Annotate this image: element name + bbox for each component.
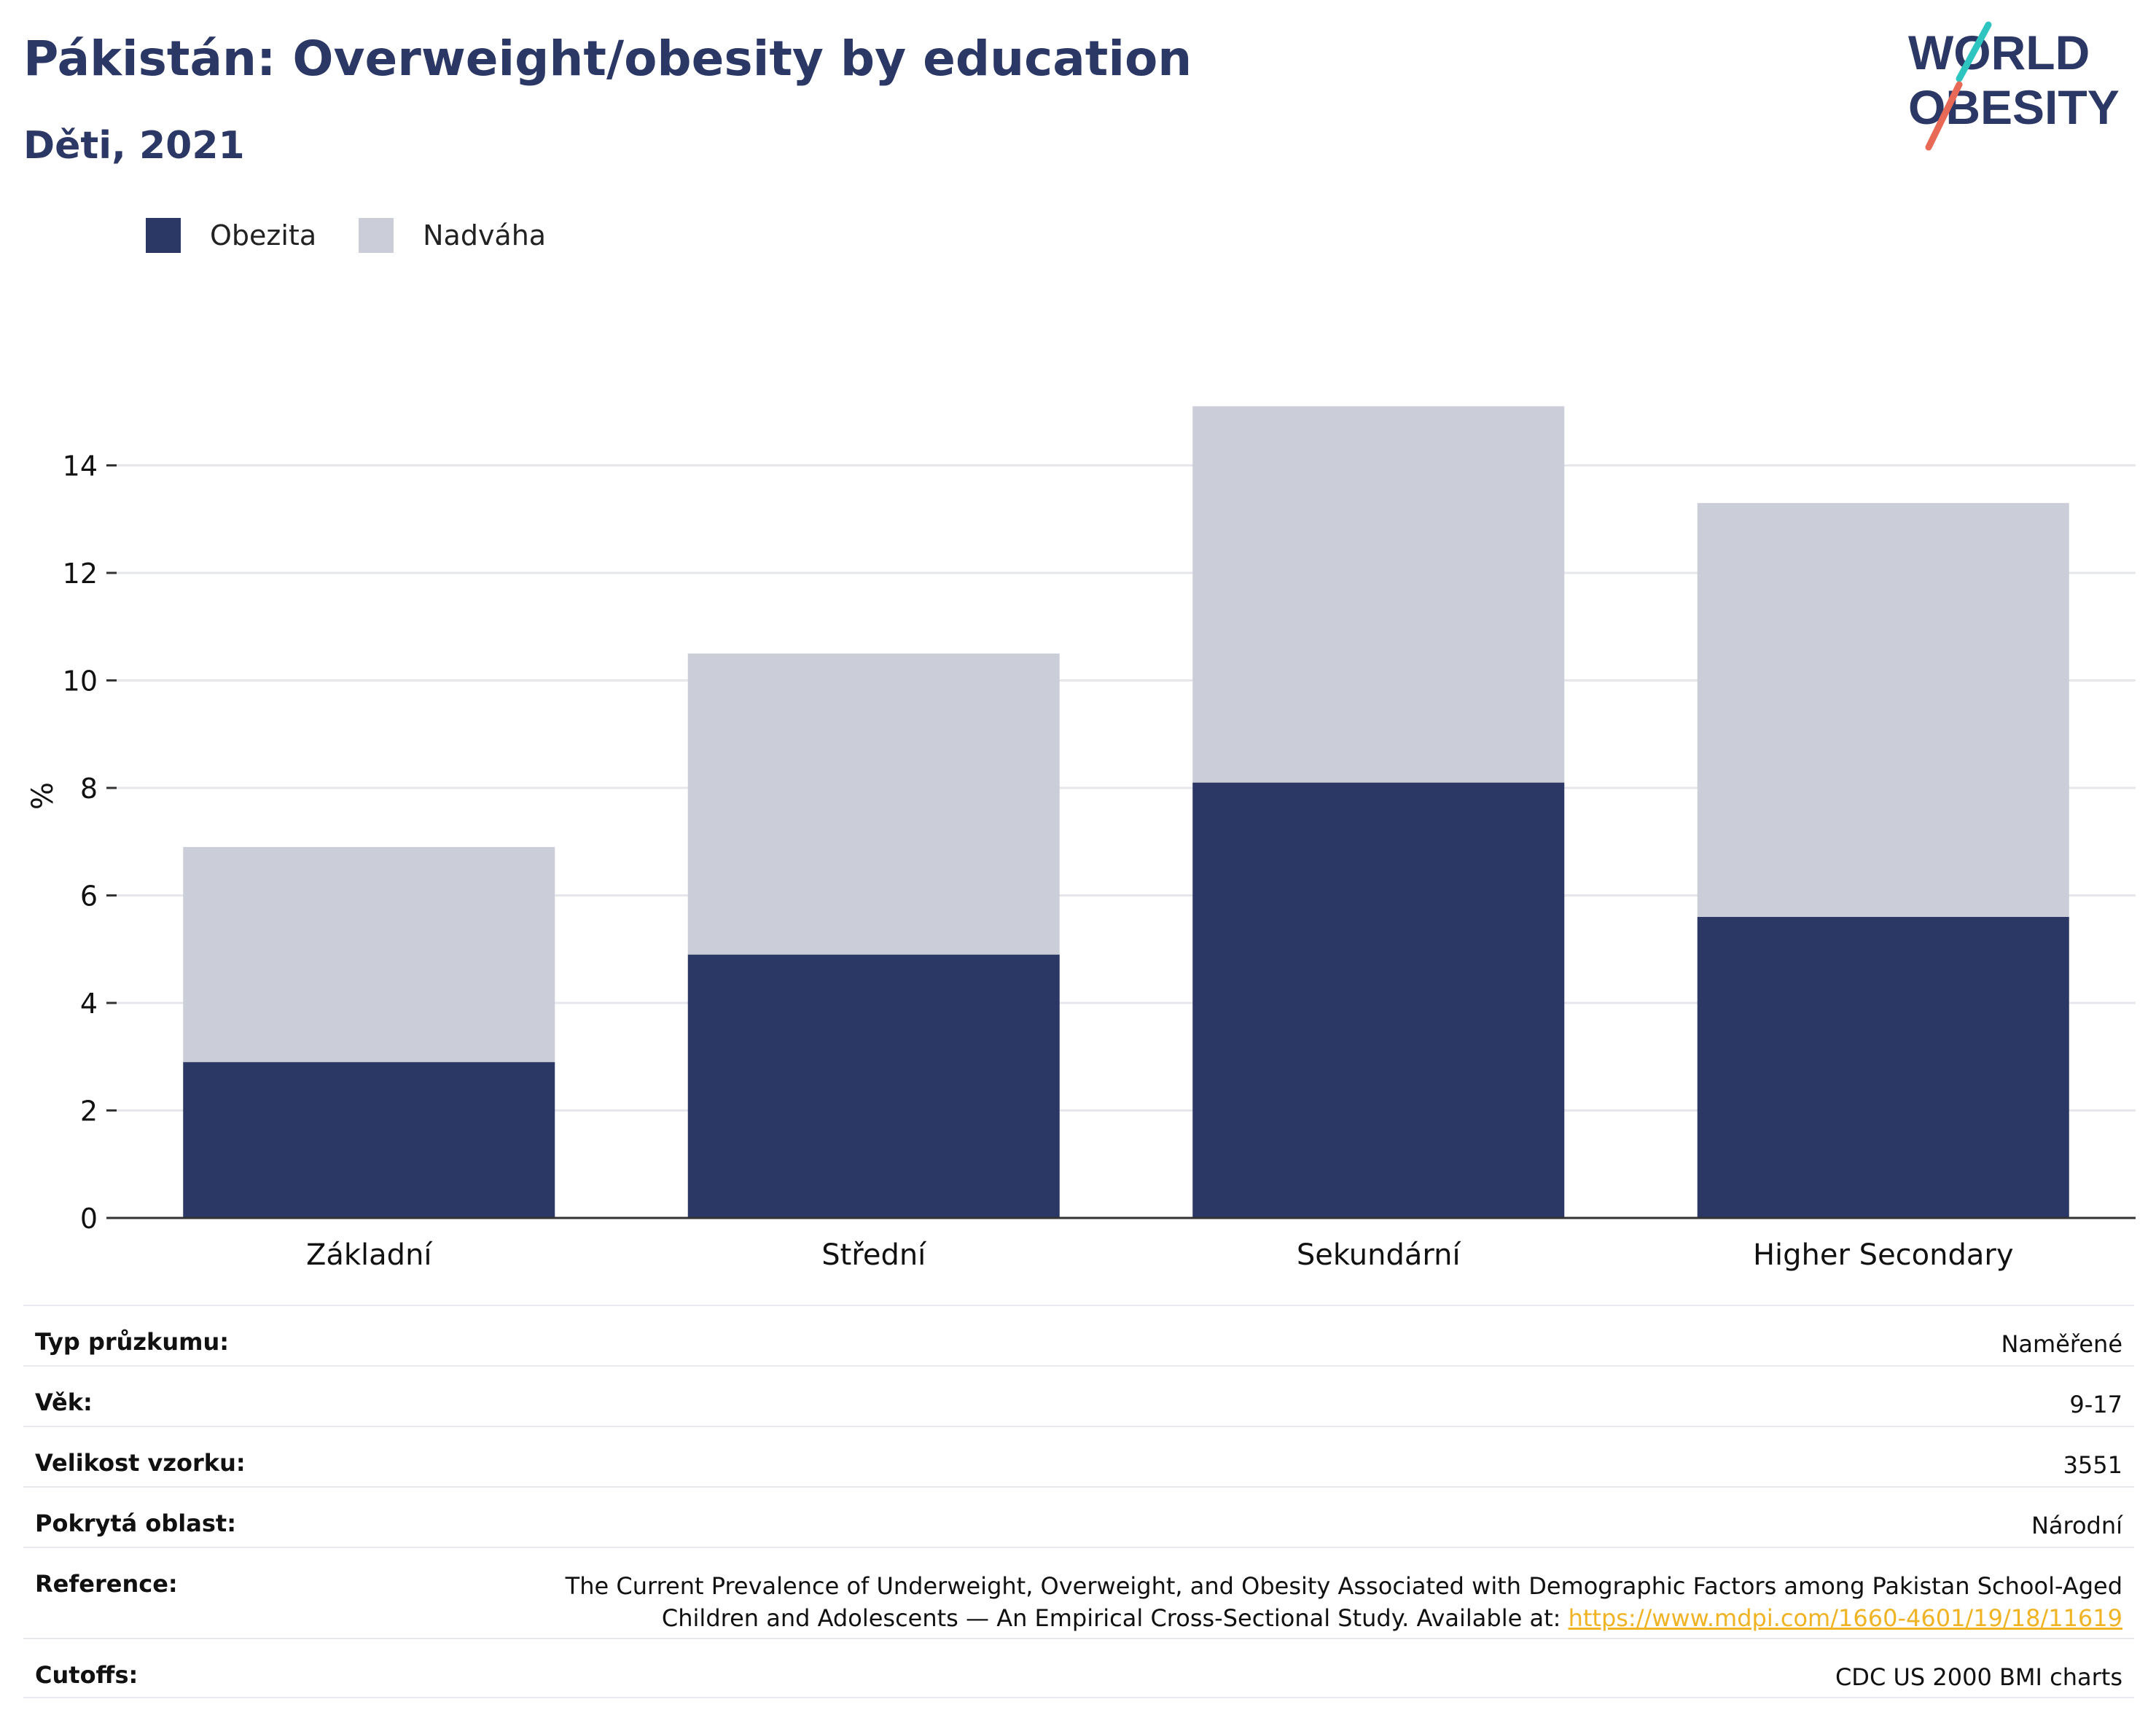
bar-overweight[interactable] <box>687 653 1060 955</box>
legend-label-obesity: Obezita <box>210 219 317 251</box>
legend-swatch-overweight <box>359 218 394 253</box>
info-key: Cutoffs: <box>35 1661 138 1689</box>
x-tick-label: Higher Secondary <box>1753 1238 2014 1272</box>
legend-item-obesity[interactable]: Obezita <box>146 218 316 253</box>
info-row-sample-size: Velikost vzorku: 3551 <box>23 1426 2134 1486</box>
info-key: Velikost vzorku: <box>35 1449 246 1477</box>
reference-text: The Current Prevalence of Underweight, O… <box>566 1570 2122 1634</box>
reference-line-2: Children and Adolescents — An Empirical … <box>661 1604 1569 1632</box>
y-tick-label: 0 <box>80 1203 98 1235</box>
info-key: Pokrytá oblast: <box>35 1510 236 1537</box>
x-tick-label: Sekundární <box>1297 1238 1462 1272</box>
y-tick-label: 6 <box>80 880 98 913</box>
y-tick-label: 4 <box>80 988 98 1020</box>
info-row-cutoffs: Cutoffs: CDC US 2000 BMI charts <box>23 1638 2134 1698</box>
info-value: Národní <box>2031 1512 2122 1539</box>
y-tick-label: 10 <box>63 665 98 698</box>
bar-obesity[interactable] <box>1192 782 1565 1218</box>
bar-overweight[interactable] <box>1697 503 2069 917</box>
chart-subtitle: Děti, 2021 <box>23 124 245 168</box>
bar-chart: 0 2 4 6 8 10 12 14 Základní Střední Sekundární Hig… <box>26 406 2136 1272</box>
logo-slash-coral <box>1925 81 1963 151</box>
x-tick-label: Střední <box>821 1238 927 1272</box>
info-key: Reference: <box>35 1570 178 1598</box>
bars <box>183 406 2069 1218</box>
y-axis-ticks: 0 2 4 6 8 10 12 14 <box>63 450 117 1235</box>
legend-swatch-obesity <box>146 218 181 253</box>
info-key: Věk: <box>35 1389 93 1416</box>
y-tick-label: 2 <box>80 1096 98 1128</box>
legend-item-overweight[interactable]: Nadváha <box>359 218 546 253</box>
logo-word-obesity: OBESITY <box>1908 80 2120 134</box>
legend-label-overweight: Nadváha <box>423 219 547 251</box>
reference-line-1: The Current Prevalence of Underweight, O… <box>565 1572 2122 1600</box>
bar-obesity[interactable] <box>687 954 1060 1218</box>
bar-overweight[interactable] <box>183 847 555 1063</box>
info-row-survey-type: Typ průzkumu: Naměřené <box>23 1305 2134 1365</box>
survey-info-table: Typ průzkumu: Naměřené Věk: 9-17 Velikos… <box>23 1305 2134 1698</box>
y-axis-label: % <box>26 782 60 810</box>
reference-link[interactable]: https://www.mdpi.com/1660-4601/19/18/116… <box>1568 1604 2122 1632</box>
x-axis-ticks: Základní Střední Sekundární Higher Secondar… <box>306 1238 2014 1272</box>
bar-overweight[interactable] <box>1192 406 1565 783</box>
logo-slash-teal <box>1956 21 1992 82</box>
logo-word-world: WORLD <box>1908 26 2090 79</box>
bar-obesity[interactable] <box>183 1062 555 1218</box>
y-tick-label: 14 <box>63 450 98 483</box>
bar-obesity[interactable] <box>1697 917 2069 1218</box>
y-tick-label: 8 <box>80 773 98 805</box>
x-tick-label: Základní <box>306 1238 433 1272</box>
info-row-reference: Reference: The Current Prevalence of Und… <box>23 1547 2134 1638</box>
y-tick-label: 12 <box>63 558 98 590</box>
info-value: 3551 <box>2063 1451 2122 1479</box>
info-value: 9-17 <box>2069 1391 2122 1418</box>
info-row-age: Věk: 9-17 <box>23 1365 2134 1426</box>
info-value: Naměřené <box>2001 1330 2122 1358</box>
world-obesity-logo: WORLD OBESITY <box>1908 21 2120 151</box>
info-value: CDC US 2000 BMI charts <box>1835 1663 2122 1691</box>
info-row-area-covered: Pokrytá oblast: Národní <box>23 1486 2134 1547</box>
chart-title: Pákistán: Overweight/obesity by educatio… <box>23 31 1192 87</box>
chart-legend: Obezita Nadváha <box>146 217 588 254</box>
info-key: Typ průzkumu: <box>35 1328 230 1356</box>
